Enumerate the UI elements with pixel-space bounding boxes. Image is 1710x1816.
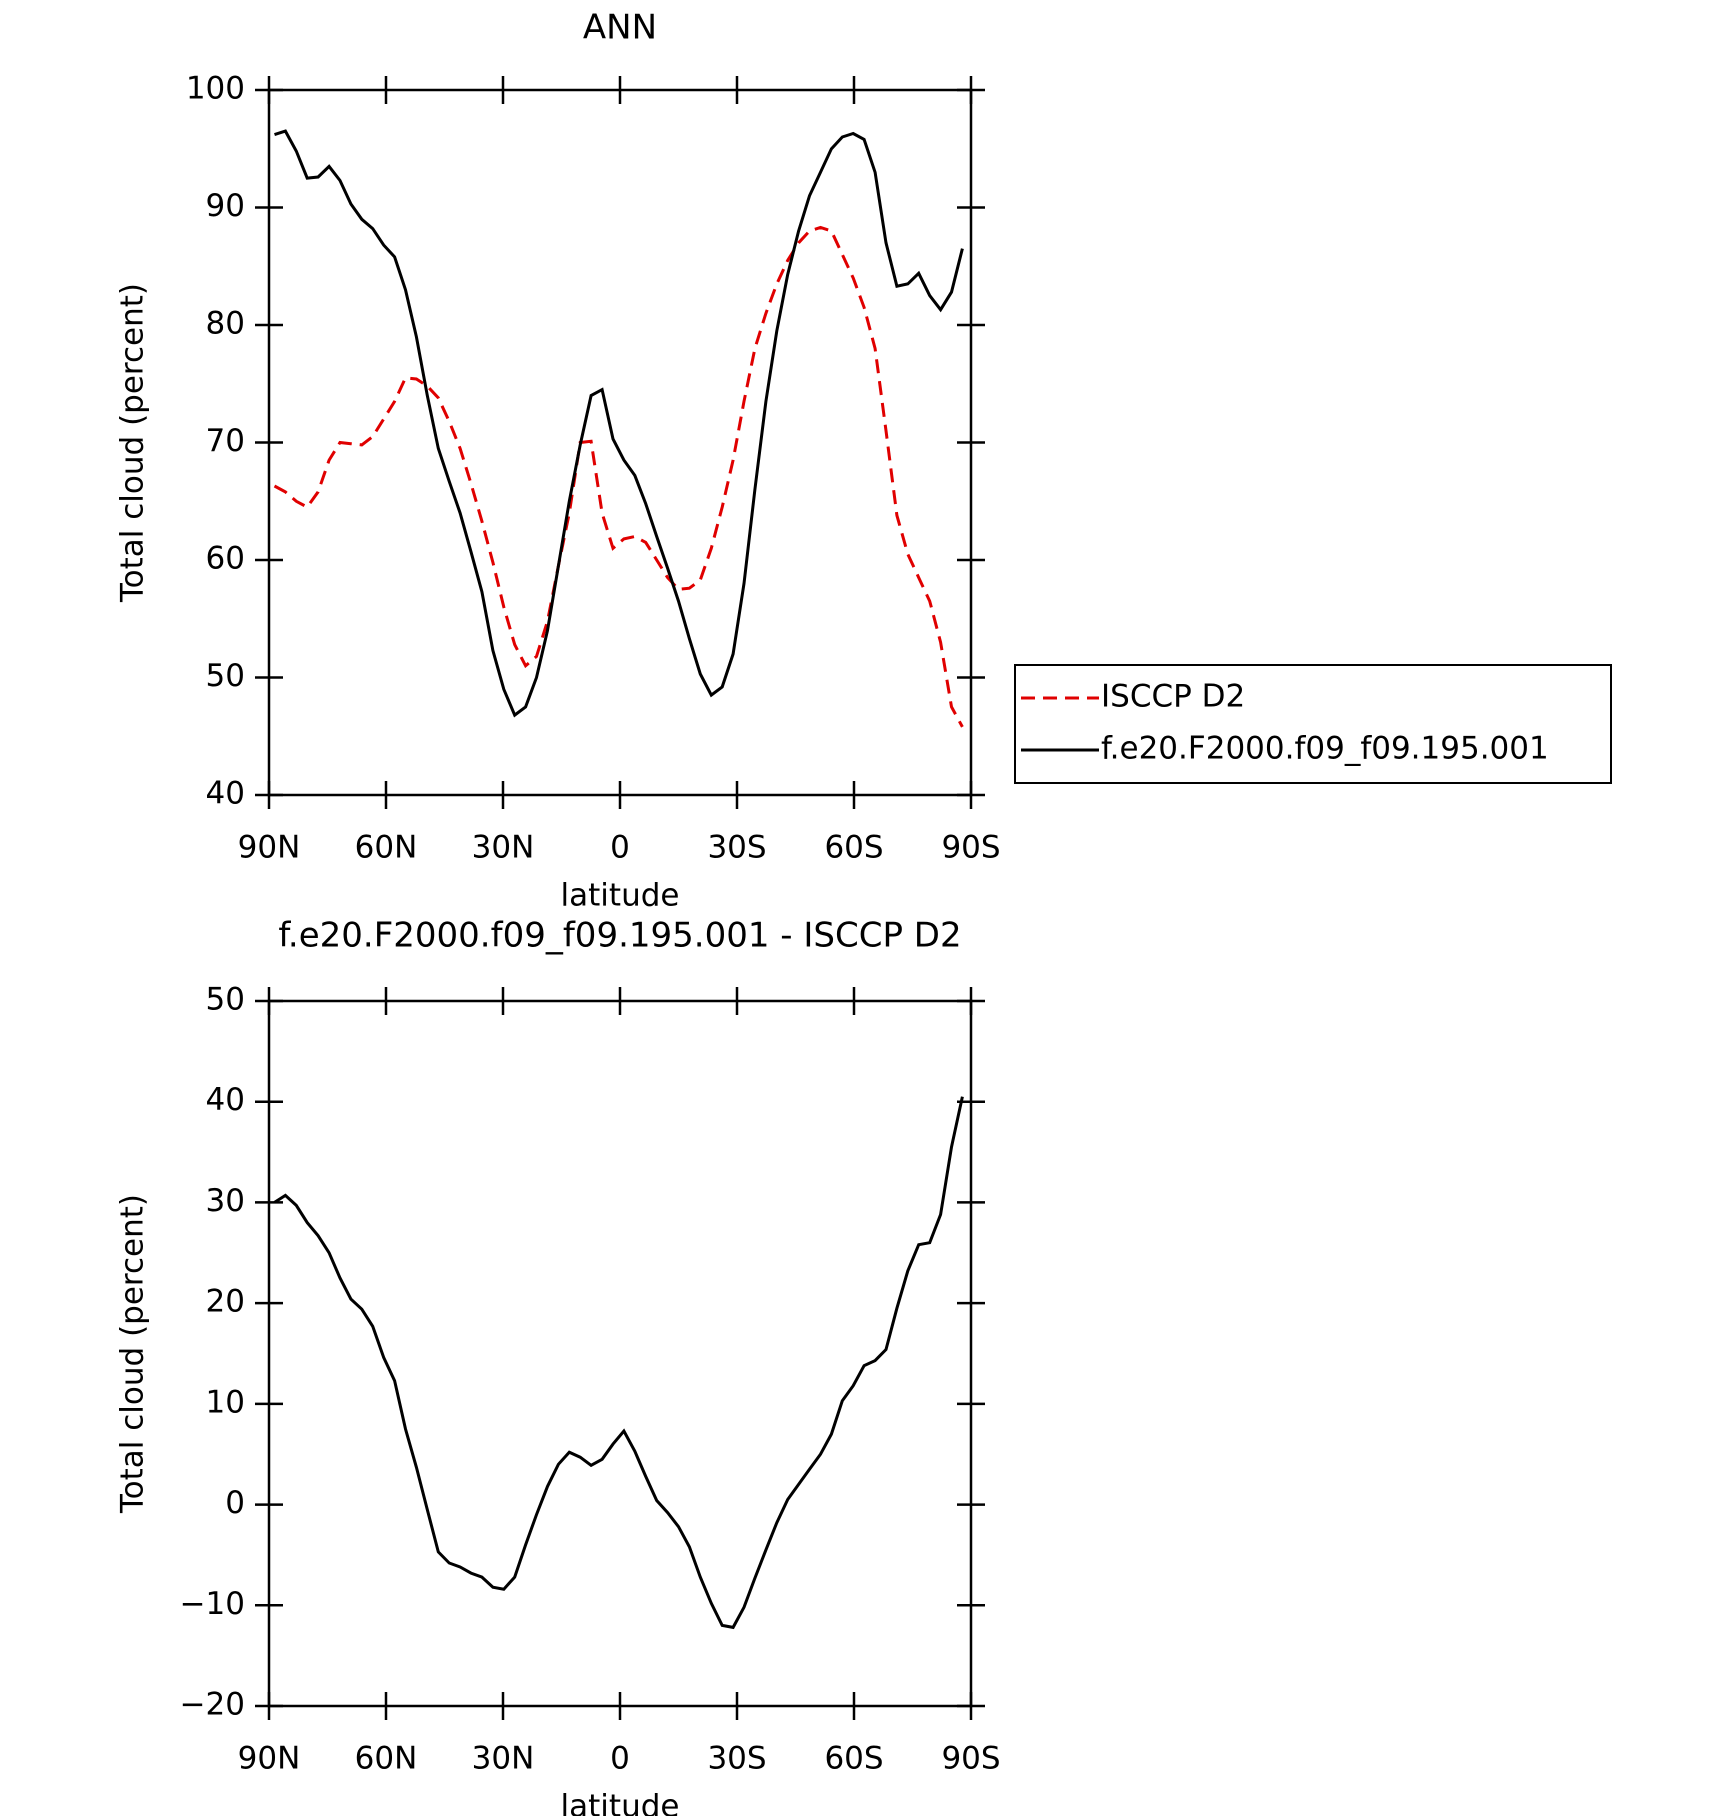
x-tick-label: 30N bbox=[472, 1741, 535, 1777]
y-axis-label: Total cloud (percent) bbox=[115, 283, 151, 603]
x-tick-label: 0 bbox=[610, 830, 630, 866]
y-tick-label: 80 bbox=[206, 306, 245, 342]
y-tick-label: −20 bbox=[180, 1687, 245, 1723]
y-tick-label: 50 bbox=[206, 658, 245, 694]
y-tick-label: 50 bbox=[206, 982, 245, 1018]
chart-title: f.e20.F2000.f09_f09.195.001 - ISCCP D2 bbox=[278, 916, 961, 956]
x-axis-label: latitude bbox=[561, 1789, 680, 1816]
data-line bbox=[273, 225, 964, 728]
x-tick-label: 60S bbox=[824, 830, 883, 866]
x-tick-label: 30S bbox=[707, 830, 766, 866]
x-tick-label: 0 bbox=[610, 1741, 630, 1777]
y-tick-label: 40 bbox=[206, 776, 245, 812]
y-tick-label: 90 bbox=[206, 188, 245, 224]
plot-frame bbox=[267, 88, 973, 797]
y-tick-label: 70 bbox=[206, 423, 245, 459]
plot-frame bbox=[267, 999, 973, 1708]
x-tick-label: 60N bbox=[355, 830, 418, 866]
x-axis-label: latitude bbox=[561, 878, 680, 914]
y-tick-label: 60 bbox=[206, 541, 245, 577]
x-tick-label: 30S bbox=[707, 1741, 766, 1777]
data-line bbox=[274, 129, 964, 718]
data-line bbox=[273, 1096, 964, 1630]
legend-label: f.e20.F2000.f09_f09.195.001 bbox=[1101, 731, 1549, 767]
y-tick-label: −10 bbox=[180, 1586, 245, 1622]
x-tick-label: 60S bbox=[824, 1741, 883, 1777]
y-tick-label: 30 bbox=[206, 1183, 245, 1219]
x-tick-label: 90N bbox=[238, 1741, 301, 1777]
y-axis-label: Total cloud (percent) bbox=[115, 1194, 151, 1514]
chart-title: ANN bbox=[583, 8, 657, 48]
legend-label: ISCCP D2 bbox=[1101, 679, 1245, 715]
y-tick-label: 20 bbox=[206, 1284, 245, 1320]
x-tick-label: 90S bbox=[941, 830, 1000, 866]
y-tick-label: 10 bbox=[206, 1384, 245, 1420]
x-tick-label: 30N bbox=[472, 830, 535, 866]
y-tick-label: 40 bbox=[206, 1082, 245, 1118]
y-tick-label: 0 bbox=[225, 1485, 245, 1521]
x-tick-label: 60N bbox=[355, 1741, 418, 1777]
legend-box bbox=[1014, 664, 1612, 784]
x-tick-label: 90S bbox=[941, 1741, 1000, 1777]
y-tick-label: 100 bbox=[186, 71, 245, 107]
x-tick-label: 90N bbox=[238, 830, 301, 866]
